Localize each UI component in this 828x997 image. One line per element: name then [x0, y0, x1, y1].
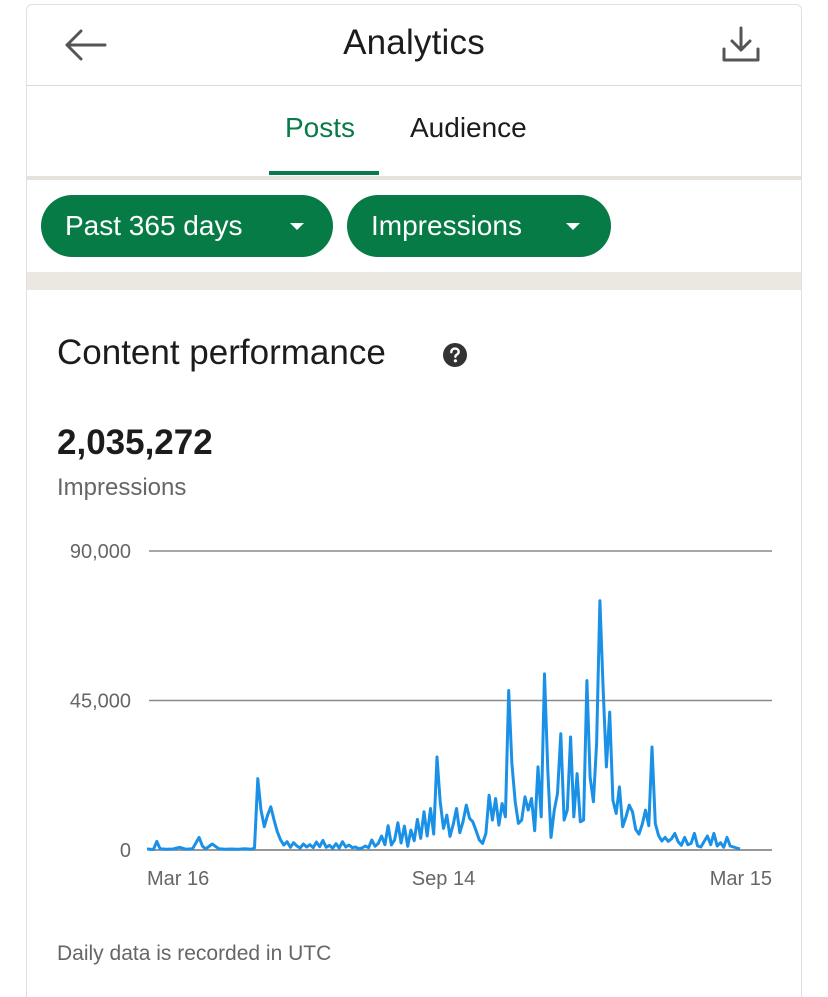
impressions-chart: 0 45,000 90,000 Mar 16 Sep 14 Mar 15	[27, 520, 801, 920]
filter-bar: Past 365 days Impressions	[27, 180, 801, 272]
tab-posts[interactable]: Posts	[285, 112, 356, 143]
line-chart: 0 45,000 90,000 Mar 16 Sep 14 Mar 15	[70, 541, 772, 890]
period-dropdown[interactable]: Past 365 days	[41, 195, 333, 257]
page-title: Analytics	[343, 23, 485, 62]
section-title: Content performance	[57, 333, 386, 372]
impressions-series-line	[146, 599, 741, 851]
tab-bar: Posts Audience	[27, 86, 801, 176]
back-button[interactable]	[61, 25, 109, 65]
divider	[27, 176, 801, 180]
section-divider	[27, 272, 801, 290]
arrow-left-icon	[65, 29, 107, 61]
x-tick-label: Sep 14	[412, 868, 475, 890]
header: Analytics	[27, 5, 801, 86]
content-performance-card: Content performance 2,035,272 Impression…	[27, 290, 801, 997]
download-button[interactable]	[719, 23, 763, 67]
caret-down-icon	[566, 223, 580, 230]
period-dropdown-label: Past 365 days	[65, 210, 243, 241]
metric-dropdown[interactable]: Impressions	[347, 195, 611, 257]
y-tick-label: 0	[120, 840, 131, 862]
download-icon	[722, 26, 760, 62]
y-tick-label: 45,000	[70, 691, 131, 713]
x-tick-label: Mar 15	[710, 868, 772, 890]
caret-down-icon	[290, 223, 304, 230]
tab-audience[interactable]: Audience	[410, 112, 527, 143]
x-tick-label: Mar 16	[147, 868, 209, 890]
footnote: Daily data is recorded in UTC	[57, 942, 332, 965]
y-tick-label: 90,000	[70, 541, 131, 563]
total-label: Impressions	[57, 474, 187, 501]
question-circle-icon[interactable]	[442, 342, 468, 368]
active-tab-indicator	[269, 171, 379, 175]
app-frame: Analytics Posts Audience Past 365 days I…	[26, 4, 802, 997]
metric-dropdown-label: Impressions	[371, 210, 522, 241]
total-impressions: 2,035,272	[57, 423, 213, 462]
